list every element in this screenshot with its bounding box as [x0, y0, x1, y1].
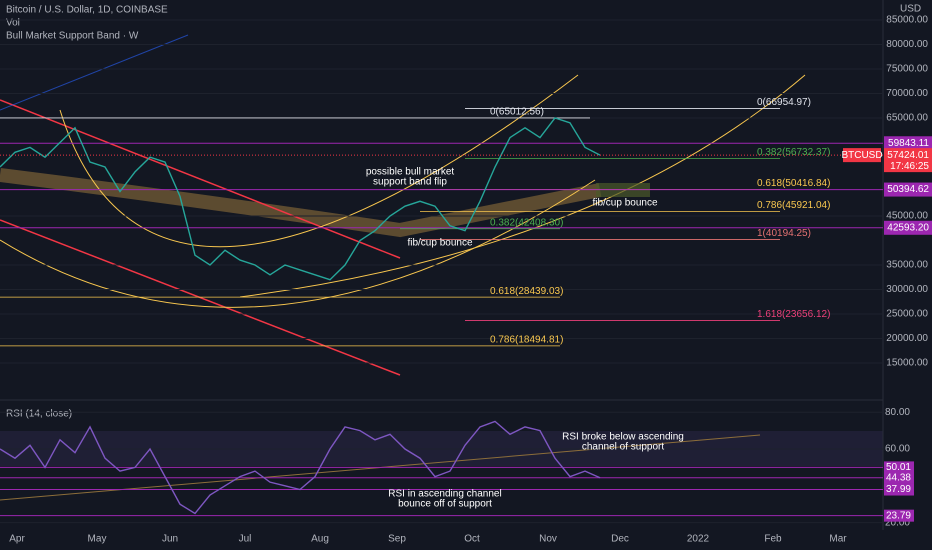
price-tag [884, 220, 932, 235]
vol-label: Vol [6, 18, 20, 29]
x-tick-label: May [88, 534, 107, 545]
y-tick-label: 20000.00 [886, 333, 928, 344]
price-tag [884, 182, 932, 197]
fib-label: 0.382(42408.30) [490, 217, 563, 228]
price-tag [884, 136, 932, 151]
rsi-title: RSI (14, close) [6, 409, 72, 420]
rsi-tag [884, 483, 914, 496]
price-tag-label: 50394.62 [887, 184, 929, 195]
drawings [0, 0, 884, 530]
symbol-label: BTCUSD [841, 150, 882, 161]
y-tick-label: 30000.00 [886, 284, 928, 295]
x-tick-label: Apr [9, 534, 25, 545]
y-tick-label: 70000.00 [886, 88, 928, 99]
currency: USD [900, 4, 921, 15]
y-tick-label: 85000.00 [886, 15, 928, 26]
fib-label: 0(65012.56) [490, 107, 544, 118]
annotation: fib/cup bounce [592, 198, 657, 209]
price-line [0, 117, 601, 281]
y-tick-label: 25000.00 [886, 309, 928, 320]
rsi-line [0, 420, 601, 515]
rsi-tag-label: 50.01 [886, 462, 911, 473]
trendline [0, 99, 401, 259]
y-tick-label: 80.00 [885, 407, 910, 418]
rsi-annotation: RSI broke below ascending [562, 432, 684, 443]
fib-label: 0.618(28439.03) [490, 286, 563, 297]
cup-curve [0, 179, 596, 308]
cup-curve [239, 74, 806, 298]
annotation: fib/cup bounce [407, 238, 472, 249]
y-tick-label: 15000.00 [886, 358, 928, 369]
fib-label: 0.786(18494.81) [490, 335, 563, 346]
x-tick-label: 2022 [687, 534, 710, 545]
fib-label: 0.382(56732.37) [757, 147, 830, 158]
rsi-tag-label: 37.99 [886, 484, 911, 495]
rsi-tag-label: 44.38 [886, 472, 911, 483]
y-tick-label: 45000.00 [886, 211, 928, 222]
annotation: possible bull market [366, 167, 455, 178]
last-price-label: 57424.01 [887, 150, 929, 161]
price-tag-label: 42593.20 [887, 222, 929, 233]
y-tick-label: 35000.00 [886, 260, 928, 271]
annotation: support band flip [373, 177, 447, 188]
price-tag-label: 59843.11 [888, 138, 929, 149]
x-tick-label: Jun [162, 534, 178, 545]
fib-label: 0(66954.97) [757, 97, 811, 108]
rsi-annotation: channel of support [582, 442, 665, 453]
rsi-annotation: bounce off of support [398, 499, 492, 510]
title: Bitcoin / U.S. Dollar, 1D, COINBASE [6, 5, 168, 16]
x-tick-label: Mar [829, 534, 847, 545]
x-tick-label: Aug [311, 534, 329, 545]
x-tick-label: Feb [764, 534, 782, 545]
fib-label: 1.618(23656.12) [757, 309, 830, 320]
x-tick-label: Oct [464, 534, 480, 545]
y-tick-label: 75000.00 [886, 64, 928, 75]
rsi-tag [884, 509, 914, 522]
fib-label: 1(40194.25) [757, 228, 811, 239]
support-band [0, 168, 602, 238]
channel-line [0, 34, 189, 111]
x-tick-label: Jul [239, 534, 252, 545]
fib-label: 0.618(50416.84) [757, 178, 830, 189]
y-tick-label: 60.00 [885, 444, 910, 455]
y-tick-label: 20.00 [885, 517, 910, 528]
rsi-tag [884, 471, 914, 484]
fib-label: 0.786(45921.04) [757, 200, 830, 211]
rsi-tag-label: 23.79 [886, 510, 911, 521]
x-tick-label: Nov [539, 534, 557, 545]
symbol-tag [843, 148, 881, 163]
rsi-tag [884, 461, 914, 474]
last-price-tag [884, 148, 932, 173]
x-tick-label: Dec [611, 534, 629, 545]
indicator-label: Bull Market Support Band · W [6, 31, 139, 42]
x-tick-label: Sep [388, 534, 406, 545]
y-tick-label: 80000.00 [886, 39, 928, 50]
y-tick-label: 65000.00 [886, 113, 928, 124]
countdown: 17:46:25 [890, 161, 929, 172]
rsi-annotation: RSI in ascending channel [388, 489, 501, 500]
